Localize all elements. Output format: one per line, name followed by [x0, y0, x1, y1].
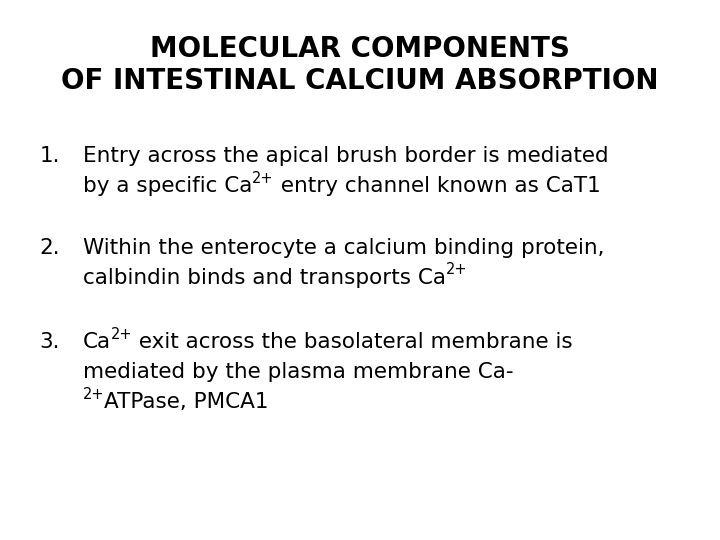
Text: ATPase, PMCA1: ATPase, PMCA1 — [104, 392, 269, 411]
Text: entry channel known as CaT1: entry channel known as CaT1 — [274, 176, 600, 195]
Text: 2+: 2+ — [252, 171, 274, 186]
Text: 2+: 2+ — [111, 327, 132, 342]
Text: Ca: Ca — [83, 332, 111, 352]
Text: MOLECULAR COMPONENTS: MOLECULAR COMPONENTS — [150, 35, 570, 63]
Text: exit across the basolateral membrane is: exit across the basolateral membrane is — [132, 332, 573, 352]
Text: by a specific Ca: by a specific Ca — [83, 176, 252, 195]
Text: calbindin binds and transports Ca: calbindin binds and transports Ca — [83, 267, 446, 287]
Text: Within the enterocyte a calcium binding protein,: Within the enterocyte a calcium binding … — [83, 238, 604, 258]
Text: mediated by the plasma membrane Ca-: mediated by the plasma membrane Ca- — [83, 362, 513, 382]
Text: OF INTESTINAL CALCIUM ABSORPTION: OF INTESTINAL CALCIUM ABSORPTION — [61, 67, 659, 95]
Text: 2+: 2+ — [83, 387, 104, 402]
Text: 1.: 1. — [40, 146, 60, 166]
Text: Entry across the apical brush border is mediated: Entry across the apical brush border is … — [83, 146, 608, 166]
Text: 2+: 2+ — [446, 262, 467, 278]
Text: 2.: 2. — [40, 238, 60, 258]
Text: 3.: 3. — [40, 332, 60, 352]
